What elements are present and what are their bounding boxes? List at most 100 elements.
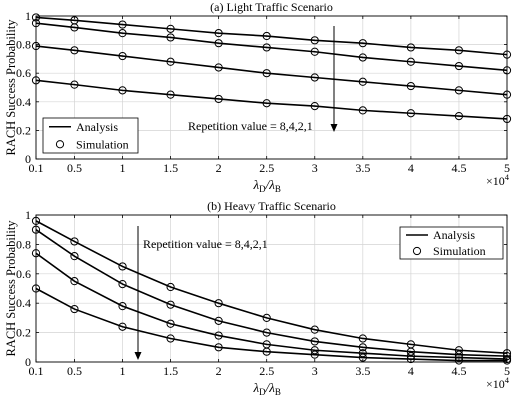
x-tick-label: 4.5 [451, 364, 466, 378]
simulation-marker [358, 53, 367, 62]
simulation-marker [358, 39, 367, 48]
y-tick-label: 1 [25, 9, 31, 23]
simulation-marker [358, 343, 367, 352]
chart-title: (a) Light Traffic Scenario [210, 0, 333, 14]
y-tick-label: 0.4 [16, 95, 31, 109]
y-axis-label: RACH Success Probability [4, 220, 18, 357]
simulation-marker [70, 252, 79, 261]
x-tick-label: 3 [312, 161, 318, 175]
analysis-line [35, 79, 508, 120]
analysis-line [35, 287, 507, 362]
x-tick-label: 1.5 [163, 161, 178, 175]
simulation-marker [358, 106, 367, 115]
simulation-marker [31, 216, 41, 225]
chart-panel-light-traffic: 0.1 0.5 1 1.5 2 2.5 3 3.5 4 4.5 5 0 0.2 0.4 0.6 0.8 1 (a)… [4, 0, 512, 194]
x-axis-label-subscript: D [259, 184, 266, 194]
simulation-marker [262, 347, 271, 356]
simulation-marker [31, 225, 41, 234]
simulation-marker [502, 66, 512, 75]
x-tick-label: 5 [504, 161, 510, 175]
legend-entry-label: Analysis [433, 228, 475, 242]
simulation-marker [31, 284, 41, 293]
simulation-marker [214, 331, 223, 340]
legend-entry-label: Analysis [76, 120, 118, 134]
simulation-marker [454, 61, 464, 71]
x-tick-label: 1 [120, 161, 126, 175]
x-axis-multiplier: ×104 [486, 375, 510, 391]
simulation-marker [262, 99, 271, 108]
simulation-marker [118, 86, 127, 95]
annotation-arrow-head [134, 352, 142, 360]
simulation-marker [454, 356, 464, 365]
simulation-marker [502, 90, 512, 99]
x-tick-label: 2.5 [259, 161, 274, 175]
simulation-marker [454, 46, 464, 55]
simulation-marker [70, 277, 79, 286]
simulation-marker [502, 356, 512, 365]
analysis-line [35, 45, 508, 96]
simulation-marker [118, 302, 127, 311]
simulation-marker [31, 41, 41, 51]
x-axis-label-symbol: λ [253, 177, 260, 192]
x-axis-label-subscript: B [275, 387, 281, 397]
y-tick-label: 0.2 [16, 326, 31, 340]
simulation-marker [70, 46, 79, 55]
simulation-marker [454, 86, 464, 95]
legend-marker-swatch [412, 246, 422, 256]
x-tick-label: 3.5 [355, 364, 370, 378]
simulation-marker [262, 328, 271, 337]
y-tick-label: 0 [25, 355, 31, 369]
legend-marker-swatch [55, 140, 65, 149]
simulation-marker [214, 63, 223, 72]
x-tick-label: 3 [312, 364, 318, 378]
simulation-marker [502, 114, 512, 124]
simulation-marker [262, 69, 271, 78]
x-axis-label-symbol: λ [268, 177, 275, 192]
simulation-marker [358, 349, 367, 358]
legend-entry-label: Simulation [76, 137, 129, 151]
analysis-line [35, 229, 508, 357]
simulation-marker [214, 29, 223, 38]
x-tick-label: 3.5 [355, 161, 370, 175]
x-tick-label: 0.1 [29, 364, 44, 378]
simulation-marker [502, 50, 512, 59]
x-axis-label-symbol: λ [253, 380, 260, 395]
simulation-marker [406, 57, 415, 66]
y-tick-label: 0.8 [16, 237, 31, 251]
x-axis-label-slash: / [265, 177, 271, 192]
simulation-marker [214, 316, 223, 325]
y-tick-label: 0.4 [16, 296, 31, 310]
simulation-marker [118, 262, 127, 271]
analysis-line [35, 16, 508, 56]
simulation-marker [262, 43, 271, 52]
annotation-arrow-head [330, 124, 338, 132]
y-tick-label: 1 [25, 208, 31, 222]
x-tick-label: 4 [408, 364, 414, 378]
analysis-line [35, 252, 508, 360]
legend-box [399, 226, 504, 260]
x-axis-multiplier-exponent: 4 [505, 172, 510, 182]
simulation-marker [310, 36, 319, 45]
x-tick-label: 0.1 [29, 161, 44, 175]
simulation-marker [166, 33, 175, 42]
chart-panel-heavy-traffic: 0.1 0.5 1 1.5 2 2.5 3 3.5 4 4.5 5 0 0.2 0.4 0.6 0.8 1 (b)… [4, 199, 512, 397]
x-axis-label: λD/λB [253, 177, 281, 194]
x-tick-label: 2.5 [259, 364, 274, 378]
annotation-text: Repetition value = 8,4,2,1 [143, 237, 268, 251]
x-axis-label-symbol: λ [268, 380, 275, 395]
simulation-marker [31, 19, 41, 28]
x-axis-multiplier: ×104 [486, 172, 510, 188]
simulation-marker [166, 90, 175, 99]
simulation-marker [70, 237, 79, 246]
x-axis-multiplier-base: ×10 [486, 377, 505, 391]
simulation-marker [166, 319, 175, 328]
x-tick-label: 0.5 [67, 364, 82, 378]
x-axis-multiplier-exponent: 4 [505, 375, 510, 385]
simulation-marker [358, 77, 367, 86]
simulation-marker [214, 94, 223, 104]
simulation-marker [406, 43, 415, 52]
x-axis-label: λD/λB [253, 380, 281, 397]
y-tick-label: 0.2 [16, 123, 31, 137]
x-axis-multiplier-base: ×10 [486, 174, 505, 188]
